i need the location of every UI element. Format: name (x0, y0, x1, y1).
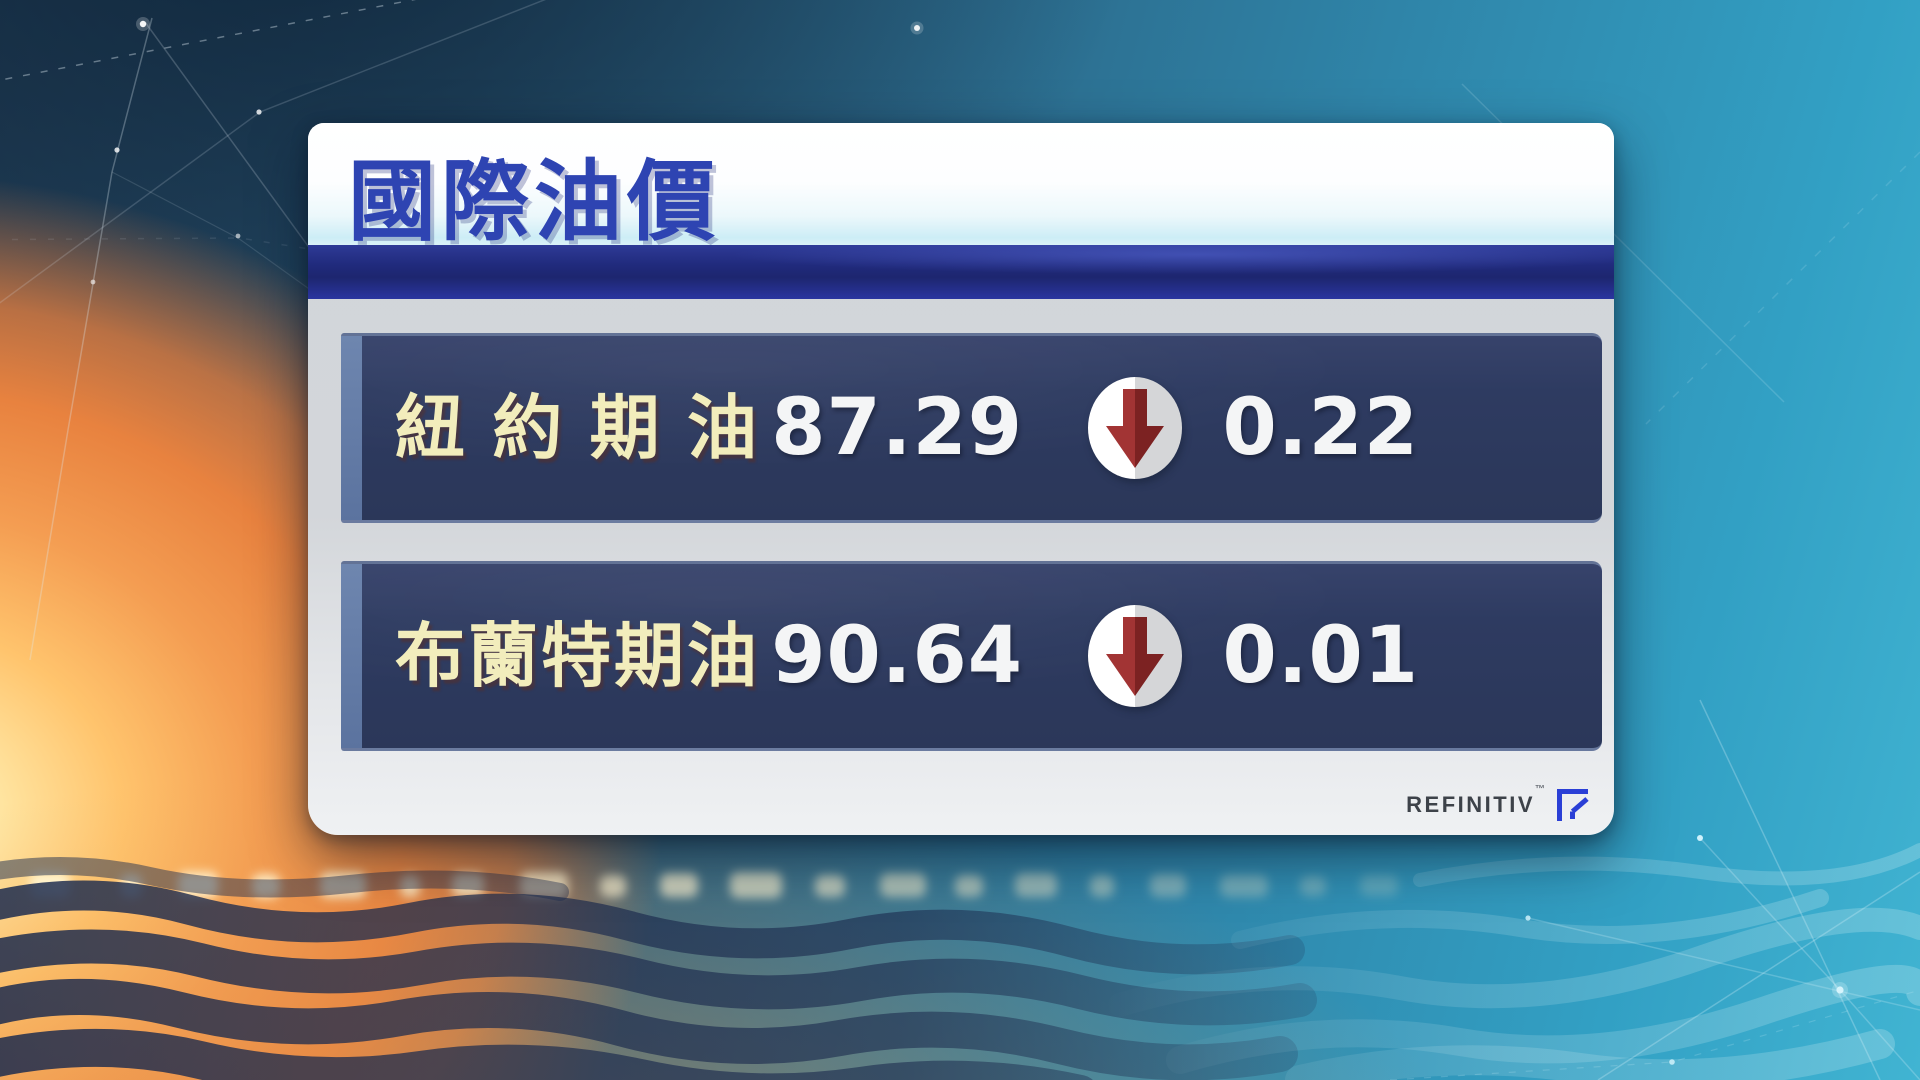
instrument-label: 布蘭特期油 (395, 617, 757, 695)
price-row-ny-crude: 紐約期油 87.29 0.22 (341, 333, 1602, 523)
price-value: 87.29 (771, 383, 1023, 473)
down-arrow-icon (1088, 605, 1182, 707)
price-row-brent-crude: 布蘭特期油 90.64 0.01 (341, 561, 1602, 751)
trademark-symbol: ™ (1535, 784, 1545, 795)
down-arrow-icon (1088, 377, 1182, 479)
change-value: 0.22 (1222, 383, 1419, 473)
panel-title-band: 國際油價 (308, 123, 1614, 245)
oil-price-panel: 國際油價 紐約期油 87.29 0.22 布蘭特期油 90.64 (308, 123, 1614, 835)
refinitiv-logo: REFINITIV™ (1406, 784, 1590, 823)
header-bar (308, 245, 1614, 299)
panel-title: 國際油價 (348, 151, 721, 251)
refinitiv-wordmark: REFINITIV™ (1406, 784, 1545, 817)
refinitiv-mark-icon (1557, 789, 1589, 821)
price-rows: 紐約期油 87.29 0.22 布蘭特期油 90.64 0.01 (308, 299, 1614, 751)
price-value: 90.64 (771, 611, 1023, 701)
change-value: 0.01 (1222, 611, 1419, 701)
row-accent-stripe (341, 336, 362, 520)
instrument-label: 紐約期油 (395, 389, 757, 467)
row-accent-stripe (341, 564, 362, 748)
